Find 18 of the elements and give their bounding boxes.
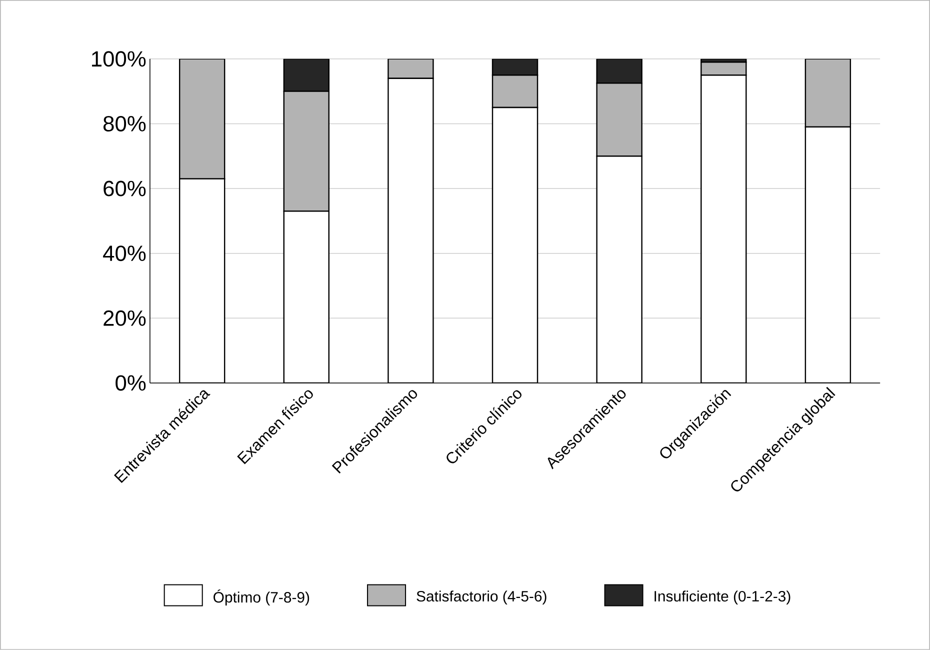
y-tick-label: 80% <box>104 116 146 132</box>
bar <box>596 58 642 84</box>
y-tick-label: 0% <box>116 375 146 391</box>
bar <box>492 74 538 108</box>
bar <box>178 58 226 180</box>
bar <box>804 58 852 128</box>
bar <box>596 82 642 157</box>
legend-label: Satisfactorio (4-5-6) <box>416 590 546 605</box>
y-tick-label: 60% <box>104 180 146 196</box>
bar <box>700 62 747 76</box>
y-tick-label: 100% <box>92 51 146 67</box>
bar <box>283 90 330 212</box>
y-tick-label: 20% <box>104 310 146 326</box>
bar <box>492 58 538 76</box>
y-tick-label: 40% <box>103 246 146 262</box>
bar <box>283 58 330 92</box>
legend-label: Óptimo (7-8-9) <box>214 590 310 606</box>
legend-label: Insuficiente (0-1-2-3) <box>654 590 790 605</box>
